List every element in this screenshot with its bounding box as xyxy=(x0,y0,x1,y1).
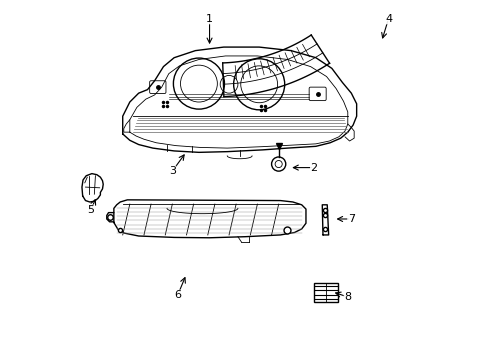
Text: 3: 3 xyxy=(169,166,176,176)
Text: 4: 4 xyxy=(385,14,392,24)
Bar xyxy=(314,283,338,302)
Text: 7: 7 xyxy=(348,214,355,224)
Text: 5: 5 xyxy=(87,205,94,215)
Text: 6: 6 xyxy=(174,290,181,300)
Text: 8: 8 xyxy=(344,292,351,302)
Text: 2: 2 xyxy=(311,163,318,172)
Text: 1: 1 xyxy=(206,14,213,24)
